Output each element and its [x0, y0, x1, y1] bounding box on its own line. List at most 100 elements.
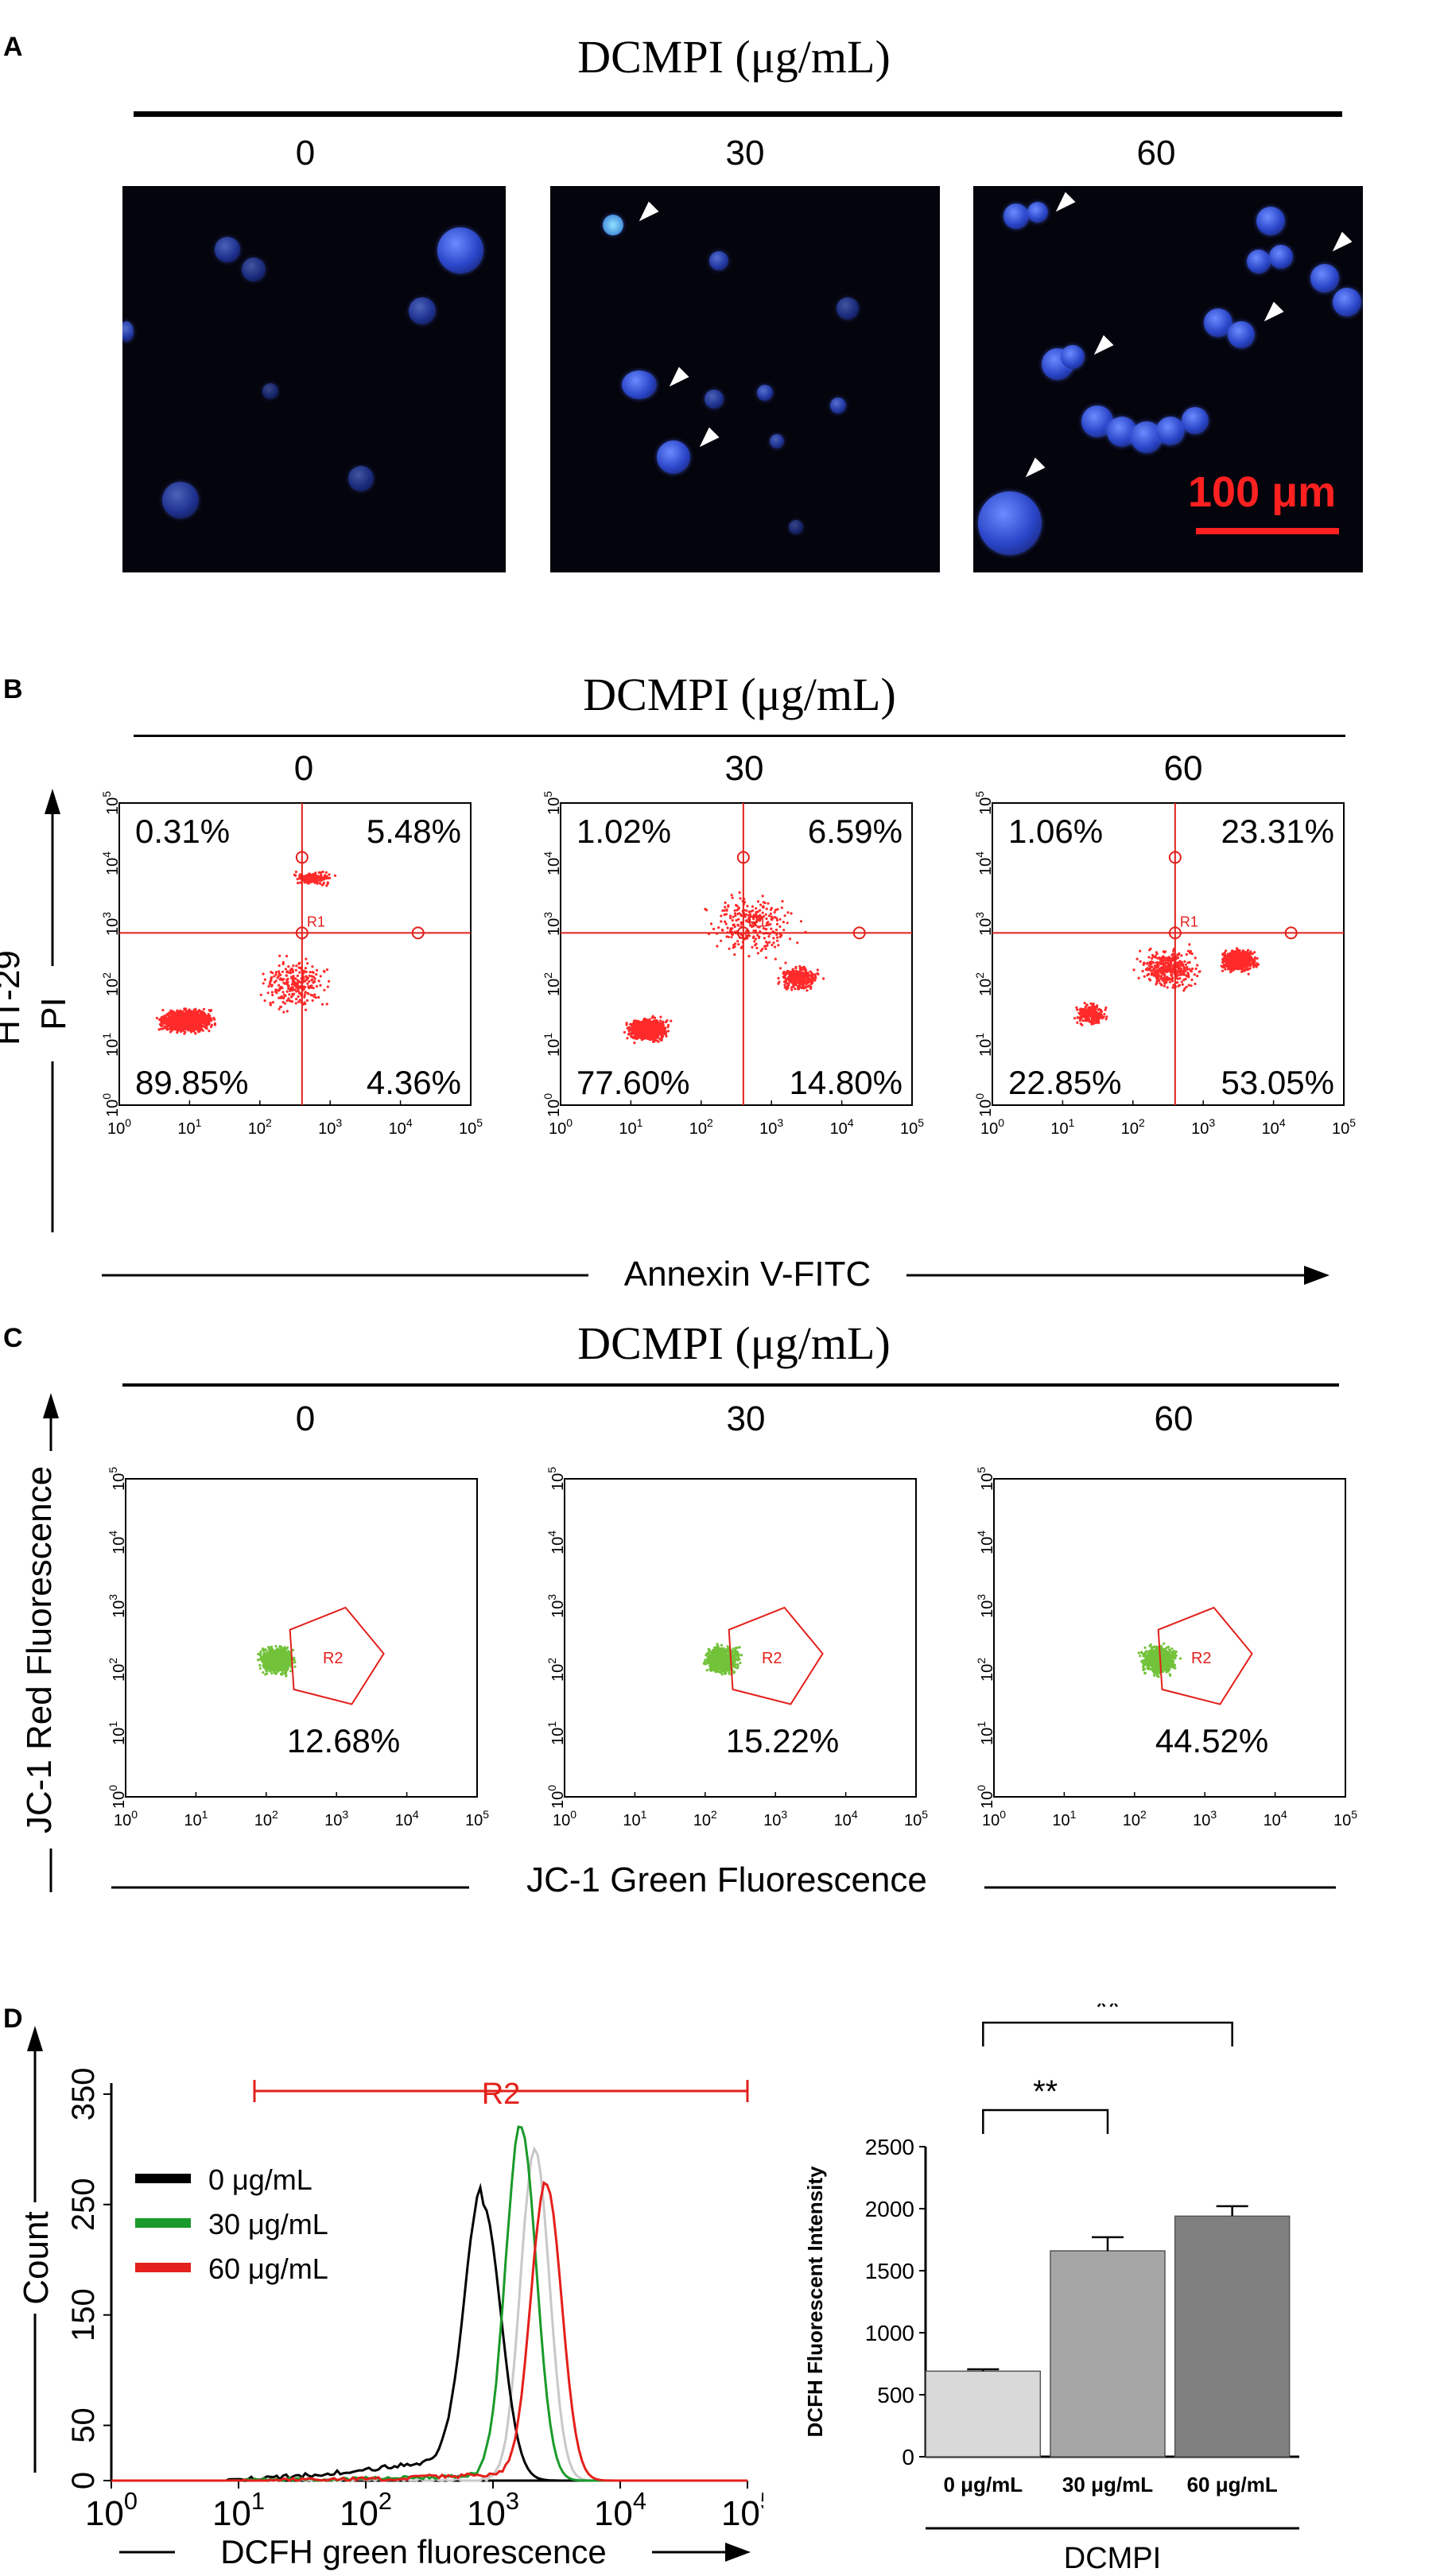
- scatter-point: [729, 917, 732, 920]
- scatter-point: [732, 946, 735, 949]
- scatter-point: [188, 1011, 191, 1014]
- scatter-point: [203, 1022, 206, 1025]
- scatter-point: [190, 1011, 193, 1014]
- scatter-point: [1095, 1005, 1098, 1008]
- scatter-point: [292, 964, 295, 968]
- scatter-point: [1248, 961, 1251, 964]
- scatter-point: [298, 999, 301, 1002]
- scatter-point: [281, 970, 285, 973]
- scatter-point: [1241, 966, 1244, 969]
- y-tick-label: 101: [542, 1033, 563, 1057]
- scatter-point: [738, 891, 741, 894]
- scatter-point: [1249, 964, 1252, 968]
- scatter-point: [303, 994, 306, 997]
- scatter-point: [275, 988, 278, 992]
- scatter-point: [635, 1022, 639, 1025]
- scatter-point: [1234, 961, 1237, 964]
- scatter-point: [809, 985, 813, 988]
- scatter-point: [273, 975, 276, 978]
- gate-handle: [295, 926, 309, 940]
- apoptosis-arrow: [1327, 231, 1353, 257]
- x-tick-label: 103: [759, 1116, 783, 1138]
- scatter-point: [735, 919, 738, 922]
- scatter-point: [656, 1028, 659, 1031]
- y-tick-label: 104: [542, 852, 563, 875]
- scatter-point: [796, 941, 799, 945]
- scatter-point: [270, 971, 273, 974]
- scatter-point: [286, 970, 289, 973]
- scatter-point: [176, 1031, 179, 1034]
- gate-handle: [852, 926, 866, 940]
- scatter-point: [728, 947, 731, 950]
- scatter-point: [784, 961, 787, 964]
- scatter-point: [303, 1001, 306, 1004]
- scatter-point: [327, 980, 331, 983]
- scatter-point: [269, 1003, 272, 1007]
- cell: [262, 383, 278, 399]
- scatter-point: [794, 967, 798, 970]
- scatter-point: [1247, 949, 1250, 952]
- cell: [122, 321, 134, 342]
- scatter-point: [314, 879, 317, 883]
- scatter-point: [1247, 954, 1250, 957]
- scatter-point: [1236, 963, 1240, 967]
- scatter-point: [159, 1018, 162, 1022]
- scatter-point: [1185, 985, 1188, 988]
- scatter-point: [1076, 1021, 1079, 1024]
- scatter-point: [776, 936, 779, 939]
- gate-label: R1: [307, 914, 325, 929]
- scatter-point: [783, 974, 786, 977]
- cell: [1003, 204, 1029, 229]
- scatter-point: [294, 871, 297, 874]
- y-tick-label: 104: [100, 852, 122, 875]
- scatter-point: [308, 879, 311, 883]
- scatter-point: [732, 915, 735, 918]
- scatter-point: [279, 1005, 282, 1009]
- scatter-point: [637, 1026, 640, 1030]
- scatter-point: [787, 970, 790, 973]
- y-tick-label: 105: [100, 791, 122, 815]
- scatter-point: [1078, 1013, 1082, 1016]
- scatter-point: [291, 980, 294, 983]
- scatter-point: [811, 973, 814, 977]
- scatter-point: [790, 988, 794, 991]
- scatter-point: [785, 980, 788, 983]
- scatter-point: [781, 900, 784, 903]
- scatter-point: [822, 977, 825, 980]
- scatter-point: [791, 981, 794, 984]
- scale-bar-label: 100 μm: [1188, 468, 1337, 516]
- scatter-point: [646, 1034, 650, 1037]
- scatter-point: [306, 962, 309, 965]
- scatter-point: [284, 968, 287, 971]
- scatter-point: [780, 906, 783, 910]
- scatter-point: [305, 879, 308, 882]
- scatter-point: [724, 920, 727, 923]
- scatter-point: [177, 1015, 180, 1018]
- scatter-point: [802, 983, 805, 987]
- scatter-point: [285, 999, 289, 1003]
- scatter-point: [641, 1027, 644, 1030]
- scatter-point: [1236, 949, 1240, 952]
- scatter-point: [767, 935, 771, 938]
- scatter-point: [755, 907, 758, 910]
- scatter-point: [724, 922, 728, 925]
- scatter-point: [1244, 952, 1248, 955]
- scatter-point: [319, 983, 322, 987]
- scatter-point: [291, 982, 294, 985]
- scatter-point: [169, 1021, 173, 1024]
- scatter-point: [161, 1008, 165, 1012]
- scatter-point: [796, 970, 800, 973]
- scatter-point: [1221, 953, 1225, 956]
- scatter-point: [733, 912, 737, 915]
- gate-handle: [736, 926, 750, 940]
- scatter-point: [655, 1039, 658, 1042]
- scatter-point: [291, 994, 294, 997]
- scatter-point: [731, 933, 734, 937]
- cell: [789, 520, 803, 534]
- scatter-point: [323, 988, 326, 991]
- scatter-point: [769, 908, 772, 911]
- scatter-point: [777, 976, 780, 980]
- scatter-point: [761, 911, 764, 914]
- scatter-point: [656, 1031, 659, 1034]
- scatter-point: [325, 884, 328, 887]
